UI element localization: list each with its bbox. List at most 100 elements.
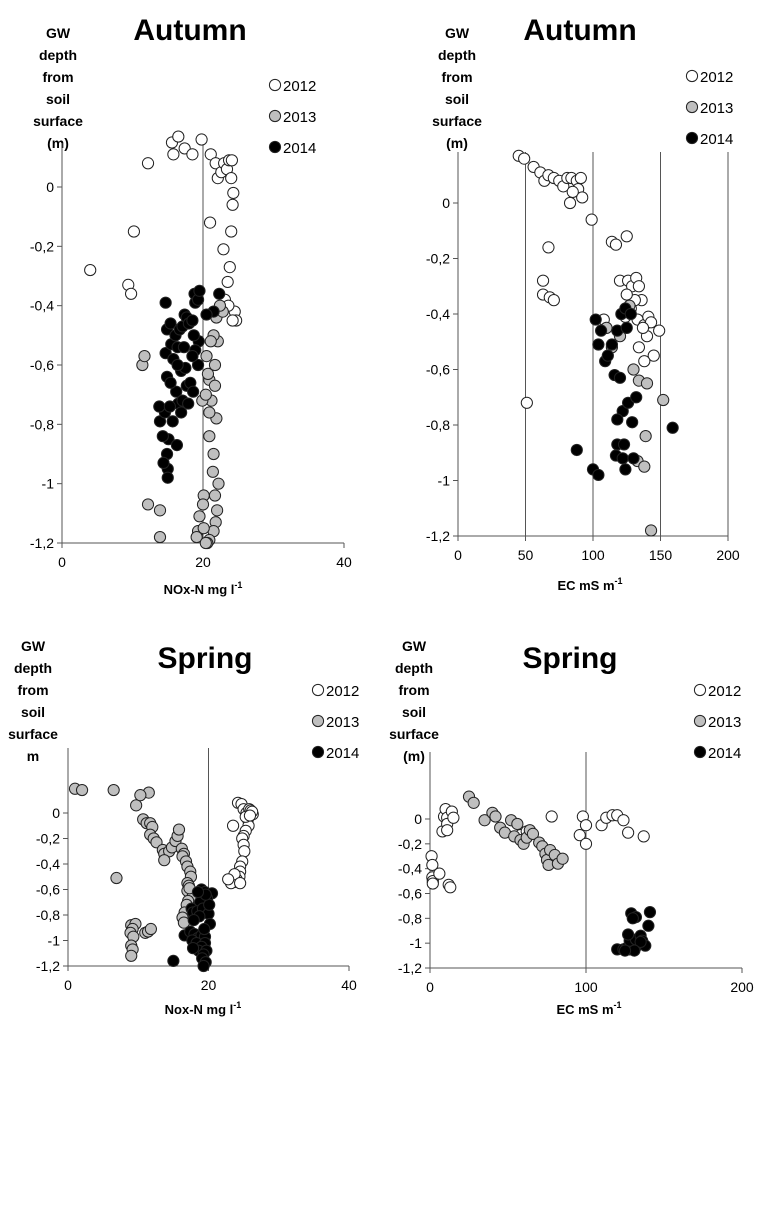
data-point: [187, 385, 200, 398]
data-point: [206, 465, 219, 478]
data-point: [644, 524, 658, 537]
data-point: [213, 287, 226, 300]
data-point: [186, 314, 199, 327]
data-point: [556, 852, 569, 865]
data-point: [164, 317, 177, 330]
data-point: [164, 376, 177, 389]
legend-label: 2014: [326, 745, 359, 762]
data-point: [191, 885, 205, 899]
data-point: [221, 275, 234, 289]
data-point: [653, 324, 666, 337]
y-tick-label: -1,2: [36, 958, 60, 974]
data-point: [182, 397, 195, 410]
data-point: [225, 225, 238, 238]
x-tick-label: 50: [518, 547, 534, 563]
y-axis-label-line: from: [398, 682, 429, 698]
data-point: [489, 810, 502, 823]
x-tick-label: 100: [581, 547, 605, 563]
data-point: [613, 371, 627, 384]
data-point: [620, 321, 633, 334]
x-tick-label: 40: [341, 977, 357, 993]
legend-marker: [685, 131, 699, 145]
data-point: [153, 530, 167, 544]
data-point: [585, 213, 598, 226]
data-point: [620, 230, 633, 243]
data-point: [156, 430, 169, 443]
chart-title: Autumn: [133, 14, 246, 47]
data-point: [536, 274, 550, 287]
y-axis-label-line: surface: [389, 726, 439, 742]
y-axis-label-line: depth: [14, 660, 52, 676]
x-tick-label: 0: [426, 979, 434, 995]
x-axis-label: NOx-N mg l-1: [164, 580, 243, 597]
legend-label: 2014: [283, 140, 316, 157]
y-axis-label-line: GW: [402, 638, 427, 654]
data-point: [618, 944, 632, 957]
y-axis-label-line: soil: [445, 91, 469, 107]
data-point: [592, 468, 605, 482]
data-point: [157, 456, 170, 469]
y-tick-label: -1: [438, 473, 451, 489]
data-point: [170, 439, 184, 452]
data-point: [186, 942, 200, 955]
data-point: [441, 824, 454, 837]
legend-marker: [685, 100, 699, 114]
data-point: [167, 954, 180, 968]
data-point: [624, 307, 637, 321]
data-point: [626, 912, 639, 925]
x-tick-label: 200: [716, 547, 740, 563]
data-point: [243, 809, 257, 822]
data-point: [167, 148, 180, 161]
legend-marker: [311, 683, 325, 697]
data-point: [193, 510, 206, 523]
data-point: [632, 280, 646, 293]
data-point: [170, 385, 183, 398]
y-axis-label-line: m: [27, 748, 39, 764]
data-point: [107, 783, 120, 797]
x-tick-label: 150: [649, 547, 673, 563]
data-point: [467, 796, 480, 809]
data-point: [141, 498, 155, 511]
data-point: [657, 393, 670, 407]
data-point: [447, 811, 460, 824]
data-point: [511, 817, 524, 831]
data-point: [187, 329, 200, 342]
series-2013: [136, 299, 229, 550]
data-point: [622, 826, 635, 839]
data-point: [141, 157, 155, 170]
y-axis-label-line: (m): [403, 748, 425, 764]
legend-label: 2013: [708, 714, 741, 731]
y-axis-label-line: (m): [47, 135, 69, 151]
y-tick-label: -0,6: [36, 882, 60, 898]
legend-label: 2013: [700, 100, 733, 117]
y-tick-label: 0: [414, 811, 422, 827]
data-point: [634, 935, 647, 949]
data-point: [186, 148, 199, 161]
data-point: [208, 358, 222, 372]
series-2014: [611, 906, 657, 957]
legend-label: 2012: [700, 69, 733, 86]
y-tick-label: -1: [410, 935, 423, 951]
y-tick-label: -0,4: [36, 856, 60, 872]
data-point: [163, 400, 176, 413]
series-2013: [462, 790, 569, 872]
data-point: [630, 391, 643, 404]
x-tick-label: 0: [58, 554, 66, 570]
y-axis-label-line: from: [441, 69, 472, 85]
x-tick-label: 20: [201, 977, 217, 993]
data-point: [195, 133, 208, 146]
data-point: [197, 522, 210, 535]
legend-marker: [685, 69, 699, 83]
data-point: [601, 349, 614, 362]
y-axis-label-line: soil: [402, 704, 426, 720]
y-tick-label: -0,4: [398, 861, 422, 877]
legend-marker: [311, 745, 325, 759]
data-point: [619, 463, 632, 476]
y-axis-label-line: surface: [8, 726, 58, 742]
data-point: [627, 452, 640, 465]
data-point: [616, 452, 629, 465]
data-point: [566, 185, 579, 198]
data-point: [127, 225, 141, 238]
y-axis-label-line: depth: [438, 47, 476, 63]
